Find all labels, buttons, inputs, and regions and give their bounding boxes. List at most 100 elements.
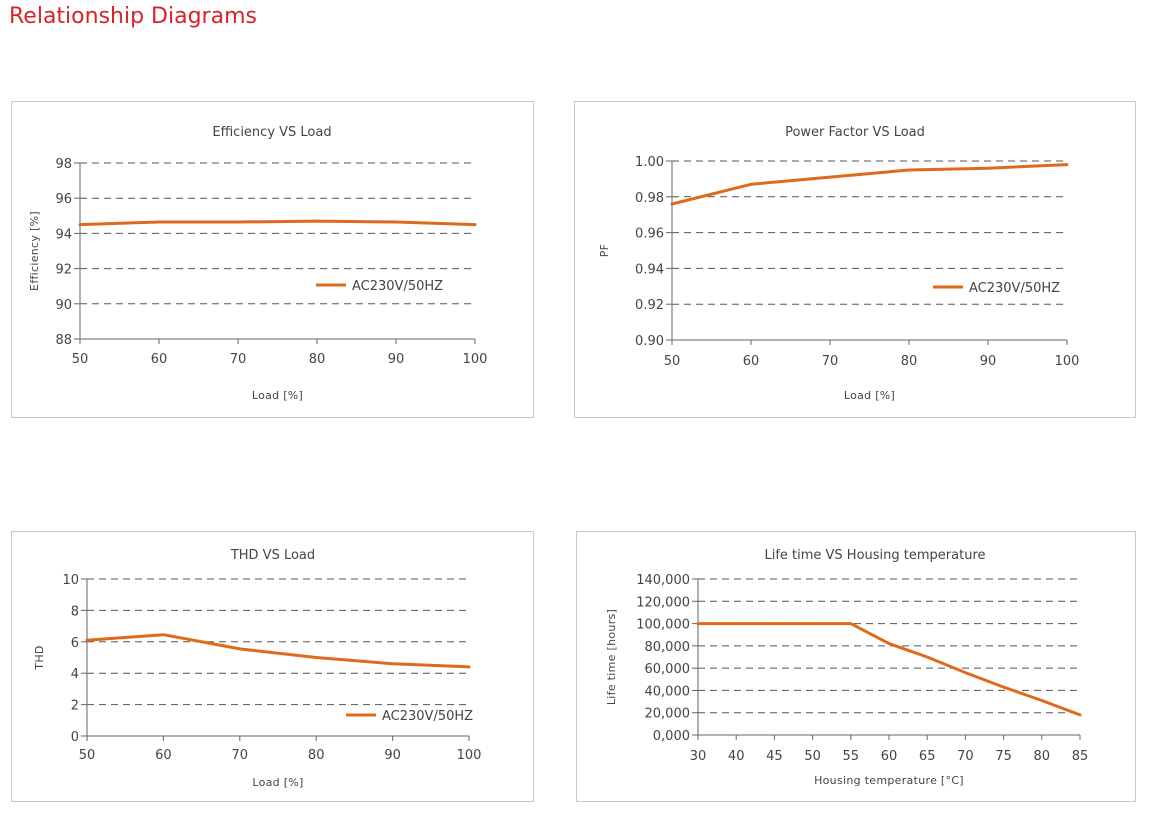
x-tick-label: 100: [1055, 354, 1080, 369]
y-axis-label: Life time [hours]: [605, 609, 618, 705]
page-title: Relationship Diagrams: [9, 4, 257, 29]
y-tick-label: 0.90: [635, 334, 664, 349]
data-point: [887, 642, 891, 645]
chart-title: Efficiency VS Load: [212, 125, 331, 140]
y-tick-label: 1.00: [635, 155, 664, 170]
x-tick-label: 90: [384, 748, 401, 763]
x-tick-label: 70: [822, 354, 839, 369]
chart-title: Power Factor VS Load: [785, 125, 925, 140]
y-axis-label: THD: [33, 645, 46, 670]
y-tick-label: 8: [71, 604, 79, 619]
data-point: [811, 622, 814, 625]
efficiency-chart-panel: Efficiency VS Load 88 90 92 94 96 98 50 60 70 80 90…: [11, 101, 534, 418]
x-tick-label: 50: [72, 352, 89, 367]
x-tick-label: 50: [664, 354, 681, 369]
x-tick-label: 85: [1072, 749, 1089, 764]
legend-label: AC230V/50HZ: [352, 279, 443, 294]
data-point: [315, 656, 318, 659]
y-tick-label: 0,000: [653, 729, 690, 744]
series-line: [670, 163, 1069, 206]
y-axis-label: Efficiency [%]: [28, 211, 41, 291]
data-point: [238, 647, 241, 651]
x-tick-label: 60: [743, 354, 760, 369]
y-tick-label: 120,000: [636, 595, 690, 610]
data-point: [1078, 713, 1082, 717]
data-point: [749, 183, 753, 186]
x-tick-label: 100: [463, 352, 488, 367]
data-point: [315, 219, 319, 223]
chart-title: THD VS Load: [230, 548, 315, 563]
x-tick-label: 60: [151, 352, 168, 367]
series-line: [78, 219, 477, 227]
thd-chart-panel: THD VS Load 0 2 4 6 8 10 50 60 70 80 90 100 Load [%] T…: [11, 531, 534, 802]
data-point: [828, 175, 832, 179]
legend-label: AC230V/50HZ: [969, 281, 1060, 296]
y-tick-label: 96: [55, 192, 72, 207]
x-tick-label: 80: [309, 352, 326, 367]
y-tick-label: 94: [55, 227, 72, 242]
thd-chart: THD VS Load 0 2 4 6 8 10 50 60 70 80 90 100 Load [%] T…: [33, 548, 482, 789]
x-tick-label: 75: [995, 749, 1012, 764]
x-axis-label: Housing temperature [°C]: [814, 774, 964, 787]
x-tick-label: 80: [1034, 749, 1051, 764]
data-point: [473, 223, 477, 226]
legend-label: AC230V/50HZ: [382, 709, 473, 724]
data-point: [986, 166, 990, 170]
x-axis-label: Load [%]: [252, 776, 303, 789]
data-point: [236, 220, 240, 224]
y-tick-label: 60,000: [645, 662, 691, 677]
data-point: [670, 202, 674, 206]
data-point: [1040, 699, 1043, 702]
y-tick-label: 92: [55, 263, 72, 278]
x-tick-label: 80: [901, 354, 918, 369]
series-line: [696, 622, 1082, 717]
y-tick-label: 88: [55, 333, 72, 348]
y-tick-label: 140,000: [636, 573, 690, 588]
x-tick-label: 60: [155, 748, 172, 763]
x-tick-label: 70: [230, 352, 247, 367]
x-tick-label: 70: [232, 748, 249, 763]
data-point: [1002, 685, 1005, 689]
chart-title: Life time VS Housing temperature: [764, 548, 985, 563]
power-factor-chart-panel: Power Factor VS Load 0.90 0.92 0.94 0.96 0.98…: [574, 101, 1136, 418]
y-tick-label: 2: [71, 699, 79, 714]
data-point: [157, 220, 161, 224]
data-point: [907, 168, 911, 172]
y-tick-label: 0: [71, 730, 79, 745]
data-point: [696, 622, 700, 625]
data-point: [735, 622, 738, 625]
efficiency-chart: Efficiency VS Load 88 90 92 94 96 98 50 60 70 80 90…: [28, 125, 488, 402]
data-point: [78, 223, 82, 226]
x-axis-label: Load [%]: [252, 389, 303, 402]
y-tick-label: 90: [55, 298, 72, 313]
x-tick-label: 60: [881, 749, 898, 764]
y-tick-label: 0.96: [635, 227, 664, 242]
y-tick-label: 10: [62, 573, 79, 588]
x-tick-label: 40: [728, 749, 745, 764]
y-axis-label: PF: [598, 244, 611, 258]
data-point: [85, 639, 89, 642]
power-factor-chart: Power Factor VS Load 0.90 0.92 0.94 0.96 0.98…: [598, 125, 1080, 402]
data-point: [926, 655, 929, 659]
series-line: [85, 633, 471, 669]
x-tick-label: 65: [919, 749, 936, 764]
x-axis-label: Load [%]: [844, 389, 895, 402]
y-tick-label: 6: [71, 636, 79, 651]
data-point: [773, 622, 776, 625]
x-tick-label: 50: [804, 749, 821, 764]
data-point: [849, 622, 852, 625]
x-tick-label: 30: [690, 749, 707, 764]
data-point: [467, 665, 471, 669]
x-tick-label: 70: [957, 749, 974, 764]
y-tick-label: 98: [55, 157, 72, 172]
y-tick-label: 100,000: [636, 618, 690, 633]
data-point: [1065, 163, 1069, 166]
data-point: [391, 662, 394, 665]
y-tick-label: 0.92: [635, 298, 664, 313]
data-point: [394, 220, 398, 224]
lifetime-chart: Life time VS Housing temperature 0,000 20,…: [605, 548, 1089, 787]
x-tick-label: 45: [766, 749, 783, 764]
x-tick-label: 90: [388, 352, 405, 367]
x-tick-label: 100: [457, 748, 482, 763]
y-tick-label: 40,000: [645, 684, 691, 699]
